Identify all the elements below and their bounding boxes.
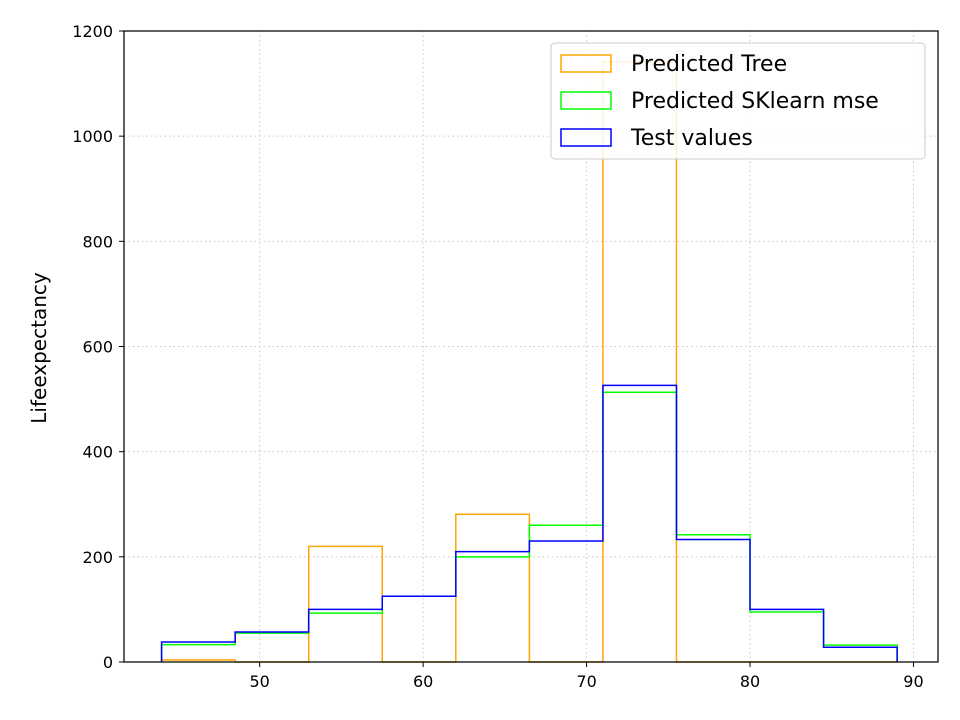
series-test-values-step	[160, 384, 898, 662]
y-axis-label: Lifeexpectancy	[27, 272, 51, 424]
x-tick-label: 60	[413, 672, 433, 691]
legend-entry-predicted-tree-swatch	[560, 54, 612, 73]
y-tick-label: 0	[103, 653, 113, 672]
x-tick-label: 90	[903, 672, 923, 691]
legend-entry-predicted-sklearn-mse-label: Predicted SKlearn mse	[631, 89, 879, 114]
y-tick-label: 600	[82, 338, 113, 357]
x-tick-label: 70	[576, 672, 596, 691]
y-axis: 0 200 400 600 800 1000 1200	[72, 22, 124, 672]
x-tick-label: 50	[249, 672, 269, 691]
legend-entry-predicted-tree-label: Predicted Tree	[631, 52, 787, 77]
y-tick-label: 800	[82, 232, 113, 251]
legend-entry-test-values-swatch	[560, 128, 612, 147]
grid-lines	[124, 30, 938, 663]
legend: Predicted Tree Predicted SKlearn mse Test …	[550, 42, 926, 160]
y-tick-label: 1000	[72, 127, 113, 146]
x-axis: 50 60 70 80 90	[249, 662, 924, 691]
legend-box	[550, 42, 926, 160]
y-tick-label: 1200	[72, 22, 113, 41]
y-tick-label: 400	[82, 443, 113, 462]
x-tick-label: 80	[740, 672, 760, 691]
legend-entry-predicted-sklearn-mse-swatch	[560, 91, 612, 110]
legend-entry-test-values-label: Test values	[630, 126, 753, 151]
y-tick-label: 200	[82, 548, 113, 567]
